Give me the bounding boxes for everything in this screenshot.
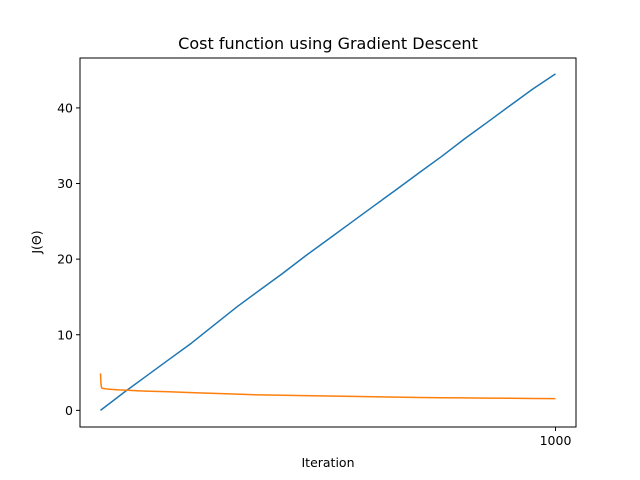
- y-tick-label: 30: [57, 176, 73, 191]
- x-tick-label: 1000: [540, 433, 572, 448]
- y-axis-ticks: 0 10 20 30 40: [57, 100, 80, 418]
- y-tick-label: 10: [57, 327, 73, 342]
- plot-frame: [79, 57, 577, 428]
- series-line-2: [99, 373, 556, 400]
- y-tick-label: 20: [57, 252, 73, 267]
- y-tick-label: 0: [65, 403, 73, 418]
- y-tick-label: 40: [57, 100, 73, 115]
- x-axis-label: Iteration: [301, 455, 354, 470]
- x-axis-ticks: 1000: [540, 427, 572, 448]
- series-line-1: [100, 73, 556, 411]
- series-lines: [99, 73, 556, 411]
- y-axis-label: J(Θ): [29, 230, 44, 254]
- chart-title: Cost function using Gradient Descent: [178, 34, 478, 53]
